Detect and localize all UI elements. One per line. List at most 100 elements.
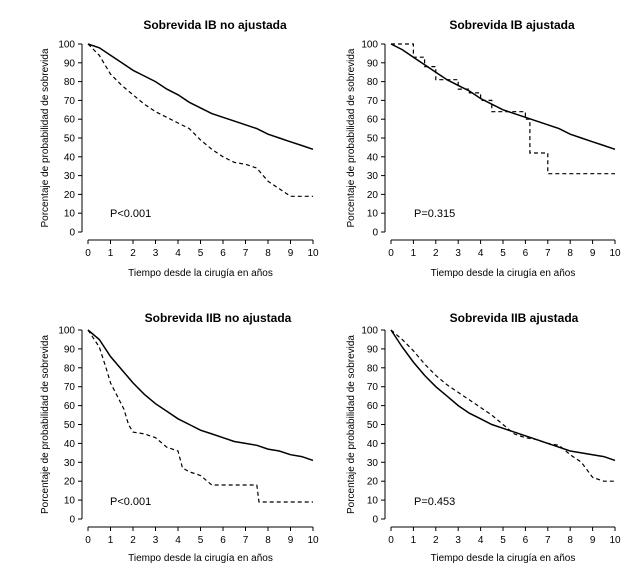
x-tick-label: 7 — [243, 248, 249, 259]
y-axis-label: Porcentaje de probabilidad de sobrevida — [40, 335, 51, 514]
x-tick-label: 6 — [220, 248, 226, 259]
y-tick-label: 70 — [64, 96, 76, 107]
x-tick-label: 1 — [411, 248, 417, 259]
y-tick-label: 40 — [367, 439, 379, 450]
y-tick-label: 30 — [367, 171, 379, 182]
x-tick-label: 5 — [198, 248, 204, 259]
y-tick-label: 100 — [58, 40, 75, 51]
y-tick-label: 30 — [367, 458, 379, 469]
x-tick-label: 3 — [153, 535, 159, 546]
y-tick-label: 0 — [69, 515, 75, 526]
x-tick-label: 2 — [433, 248, 439, 259]
x-tick-label: 2 — [130, 248, 136, 259]
x-axis-label: Tiempo desde la cirugía en años — [128, 268, 273, 279]
y-tick-label: 10 — [367, 209, 379, 220]
chart-title: Sobrevida IIB ajustada — [450, 311, 579, 325]
x-tick-label: 0 — [85, 535, 91, 546]
y-tick-label: 80 — [64, 363, 76, 374]
x-tick-label: 3 — [455, 248, 461, 259]
x-tick-label: 5 — [500, 248, 506, 259]
p-value-annotation: P=0.315 — [414, 208, 455, 220]
chart-title: Sobrevida IB ajustada — [449, 18, 575, 32]
y-tick-label: 80 — [64, 77, 76, 88]
x-tick-label: 9 — [288, 535, 294, 546]
y-tick-label: 50 — [64, 134, 76, 145]
y-tick-label: 20 — [64, 477, 76, 488]
y-tick-label: 40 — [367, 152, 379, 163]
y-tick-label: 100 — [58, 326, 75, 337]
y-tick-label: 90 — [64, 344, 76, 355]
y-tick-label: 70 — [64, 382, 76, 393]
y-tick-label: 80 — [367, 77, 379, 88]
chart-title: Sobrevida IB no ajustada — [143, 18, 287, 32]
x-tick-label: 7 — [545, 535, 551, 546]
x-tick-label: 4 — [175, 248, 181, 259]
y-tick-label: 40 — [64, 152, 76, 163]
x-tick-label: 10 — [307, 248, 319, 259]
y-tick-label: 100 — [361, 326, 378, 337]
x-tick-label: 9 — [288, 248, 294, 259]
x-axis-label: Tiempo desde la cirugía en años — [431, 268, 576, 279]
x-tick-label: 8 — [567, 248, 573, 259]
survival-curve-dashed — [390, 329, 615, 482]
y-tick-label: 50 — [64, 420, 76, 431]
survival-curve-solid — [87, 329, 314, 462]
y-tick-label: 20 — [367, 190, 379, 201]
x-tick-label: 6 — [523, 248, 529, 259]
x-tick-label: 1 — [108, 248, 114, 259]
y-tick-label: 10 — [367, 496, 379, 507]
x-tick-label: 9 — [590, 248, 596, 259]
chart-panel-2: Sobrevida IB ajustada0102030405060708090… — [346, 18, 621, 279]
y-tick-label: 50 — [367, 420, 379, 431]
y-axis-label: Porcentaje de probabilidad de sobrevida — [40, 48, 51, 227]
x-tick-label: 8 — [265, 535, 271, 546]
x-tick-label: 0 — [388, 248, 394, 259]
y-tick-label: 90 — [367, 58, 379, 69]
x-tick-label: 9 — [590, 535, 596, 546]
x-tick-label: 6 — [220, 535, 226, 546]
y-tick-label: 90 — [64, 58, 76, 69]
x-tick-label: 7 — [545, 248, 551, 259]
survival-curve-dashed — [87, 43, 313, 197]
x-axis-label: Tiempo desde la cirugía en años — [431, 553, 576, 564]
x-tick-label: 2 — [130, 535, 136, 546]
y-axis-label: Porcentaje de probabilidad de sobrevida — [346, 335, 357, 514]
x-tick-label: 1 — [411, 535, 417, 546]
x-tick-label: 5 — [198, 535, 204, 546]
x-tick-label: 3 — [153, 248, 159, 259]
chart-panel-4: Sobrevida IIB ajustada010203040506070809… — [346, 311, 621, 564]
survival-curve-dashed — [87, 329, 313, 503]
y-tick-label: 60 — [64, 115, 76, 126]
y-tick-label: 10 — [64, 496, 76, 507]
y-tick-label: 40 — [64, 439, 76, 450]
x-tick-label: 10 — [307, 535, 319, 546]
y-tick-label: 0 — [372, 228, 378, 239]
y-tick-label: 0 — [69, 228, 75, 239]
x-tick-label: 0 — [388, 535, 394, 546]
x-tick-label: 6 — [523, 535, 529, 546]
x-tick-label: 0 — [85, 248, 91, 259]
survival-curve-solid — [87, 43, 314, 151]
y-tick-label: 60 — [367, 115, 379, 126]
x-tick-label: 4 — [478, 535, 484, 546]
p-value-annotation: P<0.001 — [110, 208, 151, 220]
chart-panel-1: Sobrevida IB no ajustada0102030405060708… — [40, 18, 319, 279]
y-tick-label: 70 — [367, 96, 379, 107]
survival-curve-dashed — [391, 43, 615, 175]
y-tick-label: 0 — [372, 515, 378, 526]
x-tick-label: 5 — [500, 535, 506, 546]
x-tick-label: 8 — [567, 535, 573, 546]
y-axis-label: Porcentaje de probabilidad de sobrevida — [346, 48, 357, 227]
x-tick-label: 4 — [175, 535, 181, 546]
chart-title: Sobrevida IIB no ajustada — [145, 311, 292, 325]
chart-panel-3: Sobrevida IIB no ajustada010203040506070… — [40, 311, 319, 564]
y-tick-label: 70 — [367, 382, 379, 393]
x-tick-label: 4 — [478, 248, 484, 259]
y-tick-label: 50 — [367, 134, 379, 145]
p-value-annotation: P=0.453 — [414, 496, 455, 508]
x-axis-label: Tiempo desde la cirugía en años — [128, 553, 273, 564]
y-tick-label: 90 — [367, 344, 379, 355]
y-tick-label: 60 — [367, 401, 379, 412]
survival-curve-solid — [390, 329, 616, 462]
